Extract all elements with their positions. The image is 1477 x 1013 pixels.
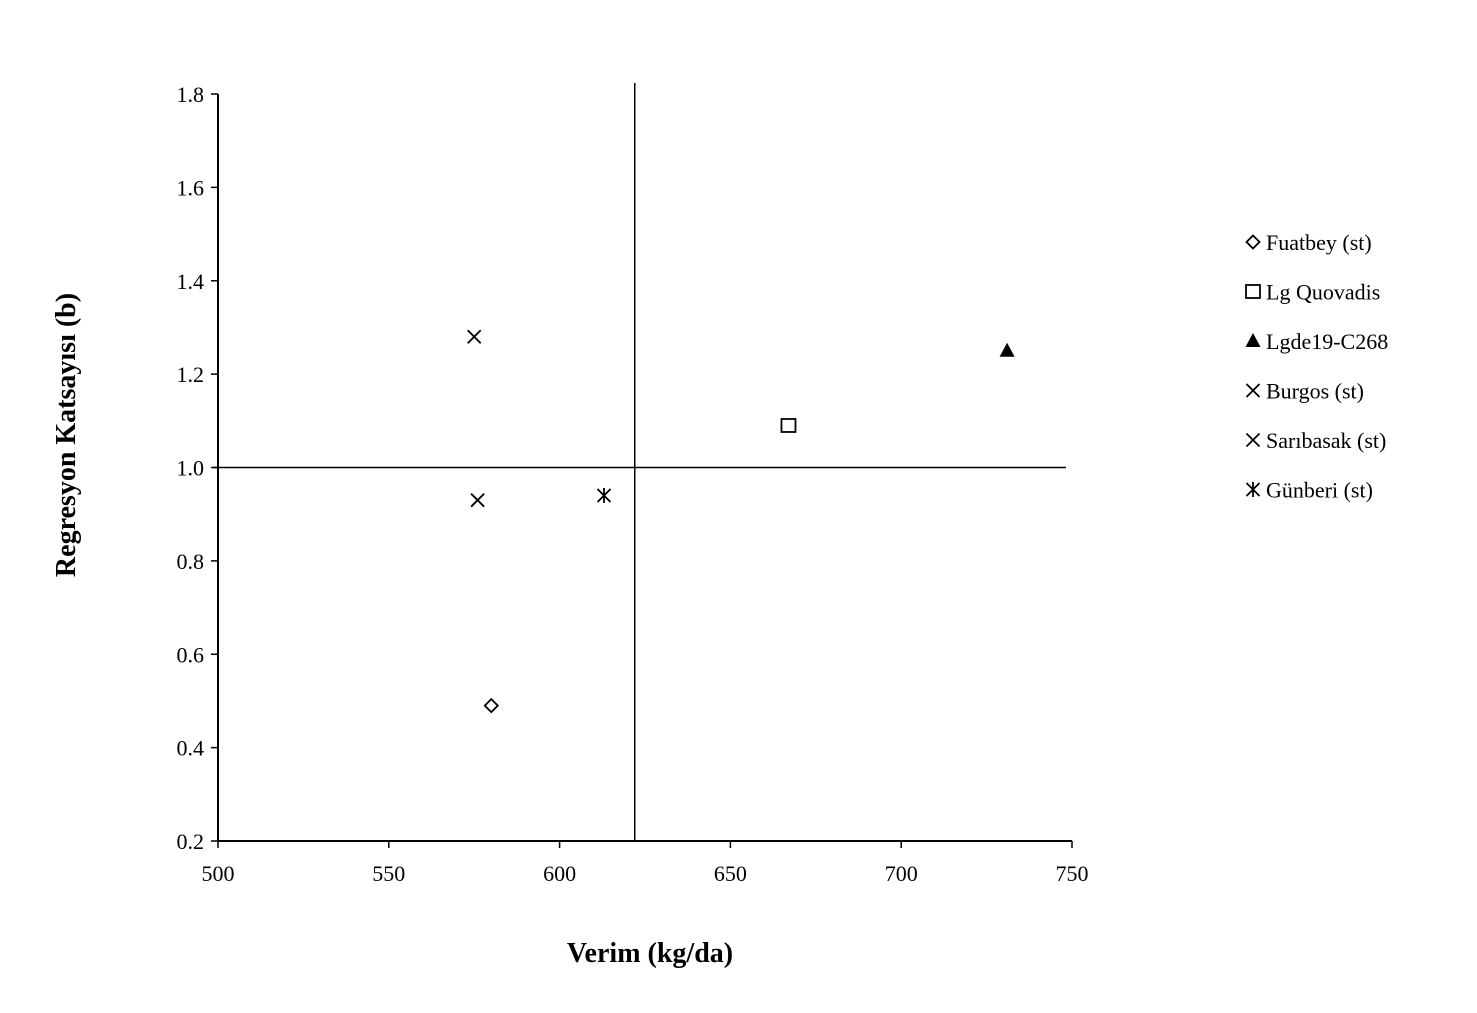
y-axis-title: Regresyon Katsayısı (b): [51, 293, 82, 577]
legend-item: Lg Quovadis: [1245, 280, 1380, 305]
legend-label: Lgde19-C268: [1266, 329, 1388, 354]
legend-marker: [1245, 482, 1261, 497]
y-tick-label: 1.6: [177, 175, 205, 200]
legend-label: Günberi (st): [1266, 478, 1373, 503]
y-tick-label: 0.8: [177, 549, 205, 574]
reference-lines: [214, 83, 1066, 841]
x-tick-label: 550: [372, 861, 405, 886]
legend-item: Günberi (st): [1245, 478, 1373, 503]
y-tick-label: 0.6: [177, 642, 205, 667]
x-axis-title: Verim (kg/da): [567, 938, 733, 969]
data-point: [483, 697, 500, 714]
y-tick-label: 1.0: [177, 456, 205, 481]
legend-marker: [1245, 383, 1261, 398]
legend-label: Lg Quovadis: [1266, 280, 1380, 305]
legend-label: Burgos (st): [1266, 379, 1364, 404]
x-tick-label: 650: [714, 861, 747, 886]
y-tick-label: 1.8: [177, 82, 205, 107]
data-points: [467, 329, 1015, 714]
legend-label: Sarıbasak (st): [1266, 428, 1386, 453]
legend-item: Fuatbey (st): [1245, 230, 1372, 255]
legend-item: Burgos (st): [1245, 379, 1364, 404]
legend-item: Sarıbasak (st): [1245, 428, 1386, 453]
data-point: [470, 493, 485, 508]
y-tick-label: 1.4: [177, 269, 205, 294]
data-point: [999, 342, 1015, 357]
y-tick-label: 1.2: [177, 362, 205, 387]
data-point: [780, 418, 797, 433]
legend-item: Lgde19-C268: [1245, 329, 1388, 354]
data-point: [467, 329, 482, 344]
x-tick-label: 500: [202, 861, 235, 886]
axes: 500 550 600 650 700 750 0.2 0.4 0.6 0.8 1.0 1.2 1.4 1…: [177, 82, 1089, 886]
legend-marker: [1245, 333, 1261, 347]
x-tick-label: 700: [885, 861, 918, 886]
legend-marker: [1245, 284, 1261, 299]
legend-marker: [1245, 432, 1261, 448]
legend-marker: [1245, 234, 1261, 250]
x-tick-label: 600: [543, 861, 576, 886]
y-tick-label: 0.2: [177, 829, 205, 854]
legend-label: Fuatbey (st): [1266, 230, 1372, 255]
legend: Fuatbey (st) Lg Quovadis Lgde19-C268 Burgos…: [1245, 230, 1388, 503]
y-tick-label: 0.4: [177, 736, 205, 761]
data-point: [596, 488, 612, 504]
x-tick-label: 750: [1056, 861, 1089, 886]
